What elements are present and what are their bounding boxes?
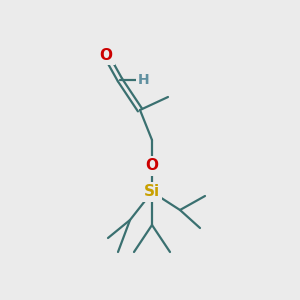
Text: H: H (138, 73, 150, 87)
Text: O: O (100, 47, 112, 62)
Text: Si: Si (144, 184, 160, 200)
Text: O: O (146, 158, 158, 173)
